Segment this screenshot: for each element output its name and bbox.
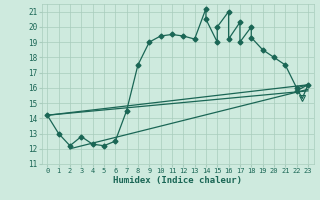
X-axis label: Humidex (Indice chaleur): Humidex (Indice chaleur) — [113, 176, 242, 185]
